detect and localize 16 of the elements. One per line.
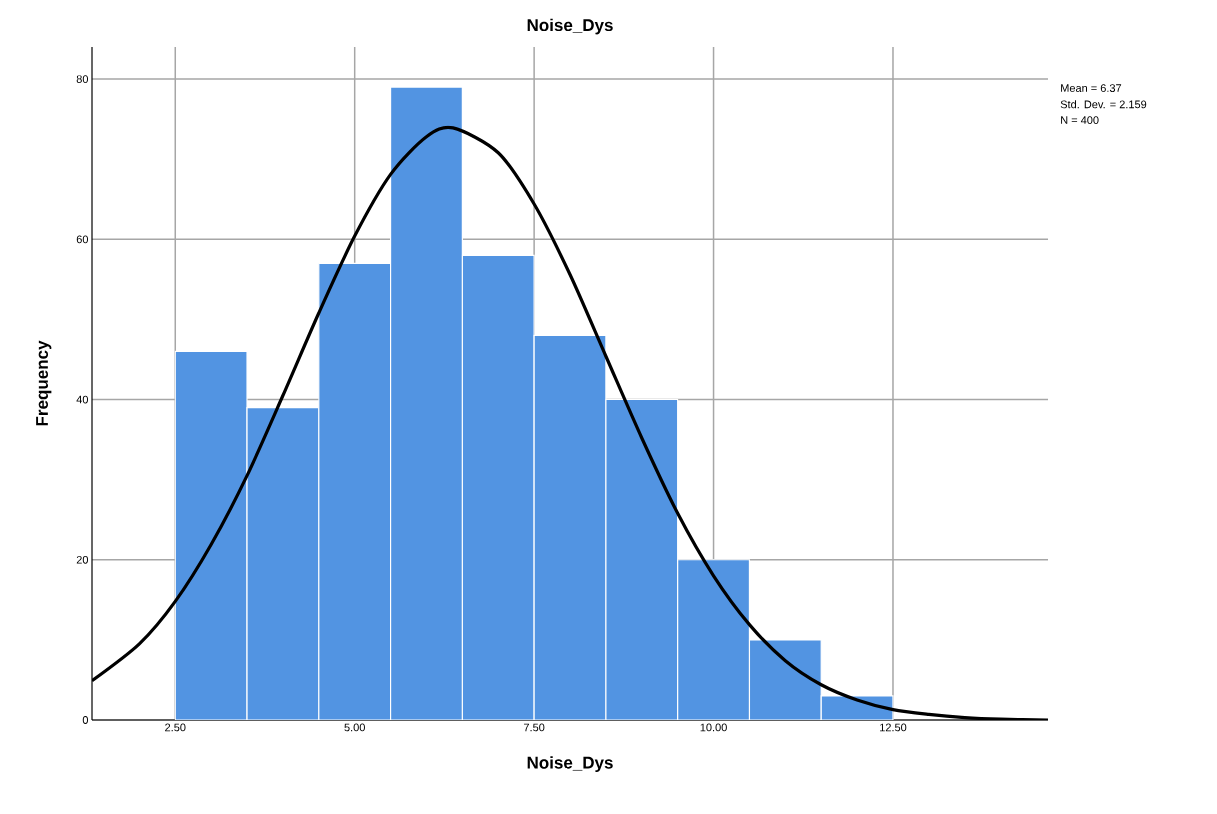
text: Mean = 6.37 (1061, 84, 1122, 92)
y-tick-label: 40 (76, 395, 89, 404)
chart-title: Noise_Dys (527, 18, 613, 35)
y-axis-title: Frequency (36, 340, 52, 426)
x-axis-title: Noise_Dys (527, 756, 613, 773)
y-tick-label: 60 (76, 235, 89, 244)
x-tick-label: 12.50 (880, 723, 907, 732)
x-tick-label: 5.00 (344, 723, 365, 732)
x-tick-label: 10.00 (700, 723, 727, 732)
text: N = 400 (1061, 116, 1099, 124)
y-tick-label: 20 (76, 555, 89, 564)
y-tick-label: 0 (82, 716, 89, 724)
x-tick-label: 7.50 (523, 723, 545, 732)
y-tick-label: 80 (76, 75, 89, 83)
text: Std. Dev. = 2.159 (1060, 100, 1147, 109)
x-tick-label: 2.50 (165, 723, 186, 732)
